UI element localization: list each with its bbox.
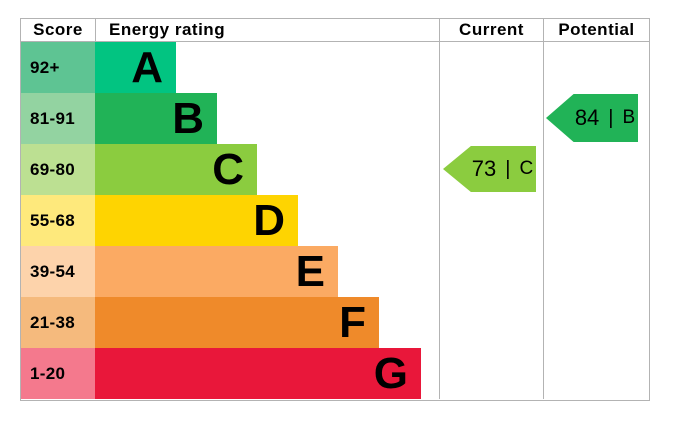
band-letter-a: A <box>131 43 163 92</box>
band-bar-d: D <box>95 195 298 246</box>
potential-separator: | <box>608 106 614 129</box>
score-range-cell-c: 69-80 <box>21 144 95 195</box>
band-row-c: 69-80 C <box>21 144 649 195</box>
potential-rating-letter: B <box>622 107 636 128</box>
band-letter-e: E <box>295 247 325 296</box>
header-energy-rating: Energy rating <box>95 19 439 41</box>
band-row-e: 39-54 E <box>21 246 649 297</box>
header-score: Score <box>33 20 83 39</box>
band-bar-b: B <box>95 93 217 144</box>
band-bar-c: C <box>95 144 257 195</box>
score-range-cell-e: 39-54 <box>21 246 95 297</box>
current-rating-arrow: 73 | C <box>443 146 536 192</box>
current-rating-letter: C <box>519 158 534 179</box>
band-letter-b: B <box>172 94 204 143</box>
current-separator: | <box>505 157 511 180</box>
column-divider-potential <box>543 41 544 399</box>
score-range-cell-g: 1-20 <box>21 348 95 399</box>
band-letter-f: F <box>339 298 366 347</box>
header-potential: Potential <box>543 19 649 41</box>
rating-table: Score Energy rating Current Potential 92… <box>20 18 650 401</box>
band-bar-f: F <box>95 297 379 348</box>
band-letter-d: D <box>253 196 285 245</box>
band-row-b: 81-91 B <box>21 93 649 144</box>
header-current: Current <box>439 19 543 41</box>
band-row-f: 21-38 F <box>21 297 649 348</box>
column-divider-current <box>439 41 440 399</box>
score-range-cell-a: 92+ <box>21 42 95 93</box>
band-row-g: 1-20 G <box>21 348 649 399</box>
table-header-row: Score Energy rating Current Potential <box>21 19 649 42</box>
band-letter-g: G <box>373 349 408 398</box>
band-bar-e: E <box>95 246 338 297</box>
current-score: 73 <box>471 156 497 181</box>
potential-score: 84 <box>574 105 600 130</box>
score-range-cell-b: 81-91 <box>21 93 95 144</box>
band-letter-c: C <box>212 145 244 194</box>
band-row-d: 55-68 D <box>21 195 649 246</box>
score-range-cell-d: 55-68 <box>21 195 95 246</box>
band-bar-a: A <box>95 42 176 93</box>
score-range-cell-f: 21-38 <box>21 297 95 348</box>
band-bar-g: G <box>95 348 421 399</box>
band-row-a: 92+ A <box>21 42 649 93</box>
